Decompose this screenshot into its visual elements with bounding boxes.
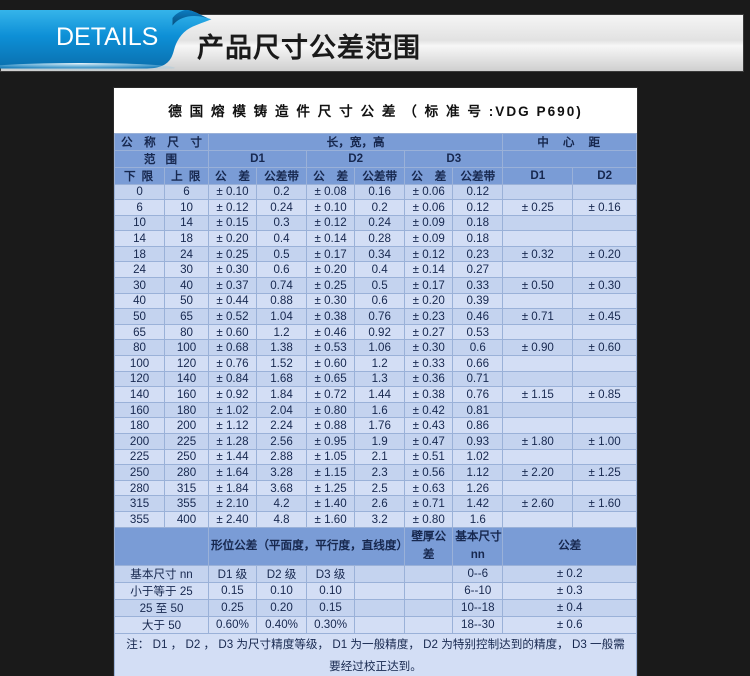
svg-text:DETAILS: DETAILS [56, 23, 158, 51]
